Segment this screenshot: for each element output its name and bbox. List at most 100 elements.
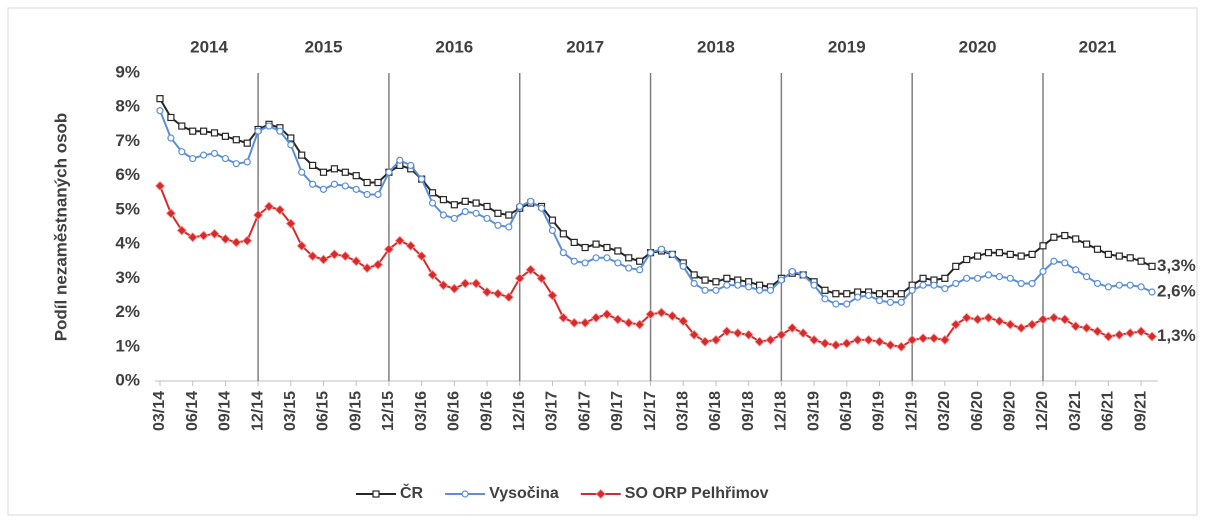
point — [603, 243, 611, 252]
point — [843, 290, 851, 298]
point — [1050, 233, 1058, 241]
point — [154, 180, 166, 191]
point — [623, 317, 634, 328]
point — [734, 281, 742, 289]
point — [383, 244, 394, 255]
point — [428, 199, 437, 207]
x-tick-label: 12/18 — [773, 391, 790, 431]
point — [973, 274, 982, 282]
point — [821, 286, 829, 294]
x-tick-label: 12/19 — [903, 391, 920, 431]
point — [536, 273, 547, 284]
point — [995, 273, 1003, 281]
point — [963, 274, 971, 282]
point — [590, 312, 602, 323]
point — [614, 247, 622, 255]
point — [699, 336, 711, 347]
point — [897, 298, 905, 306]
point — [221, 154, 230, 163]
x-tick-label: 09/17 — [609, 391, 626, 431]
point — [723, 281, 731, 289]
point — [318, 254, 329, 265]
point — [329, 249, 340, 260]
point — [1146, 331, 1158, 342]
y-tick-label: 5% — [115, 199, 140, 218]
point — [1092, 326, 1103, 337]
point — [1016, 322, 1027, 334]
point — [156, 95, 164, 103]
point — [460, 278, 471, 289]
point — [745, 283, 753, 291]
point — [352, 172, 360, 180]
point — [1061, 231, 1069, 240]
point — [1081, 322, 1092, 334]
point — [385, 168, 393, 176]
point — [309, 161, 317, 169]
point — [777, 276, 785, 284]
point — [646, 249, 655, 257]
point — [307, 251, 318, 262]
point — [221, 132, 230, 140]
y-tick-label: 1% — [115, 336, 140, 355]
point — [636, 266, 644, 274]
point — [667, 310, 678, 322]
point — [732, 328, 743, 339]
point — [374, 178, 382, 187]
x-tick-label: 03/15 — [282, 391, 299, 431]
point — [1017, 279, 1025, 288]
point — [743, 329, 754, 340]
point — [1039, 242, 1047, 250]
point — [690, 271, 698, 279]
point — [581, 243, 589, 252]
point — [231, 237, 242, 248]
point — [1050, 257, 1058, 265]
point — [885, 340, 896, 351]
point — [516, 202, 524, 211]
point — [209, 228, 220, 239]
point — [363, 190, 371, 199]
x-tick-label: 06/16 — [446, 391, 463, 431]
x-tick-label: 03/17 — [544, 391, 561, 431]
x-tick-label: 09/19 — [871, 391, 888, 431]
x-tick-label: 06/15 — [315, 391, 332, 431]
point — [788, 267, 796, 276]
x-tick-label: 12/17 — [642, 391, 659, 431]
point — [1005, 319, 1016, 330]
point — [461, 197, 469, 205]
point — [243, 158, 251, 166]
point — [450, 214, 458, 223]
end-label: 3,3% — [1157, 256, 1196, 275]
point — [287, 134, 295, 142]
point — [220, 233, 231, 245]
point — [330, 180, 339, 188]
point — [668, 250, 676, 258]
x-tick-label: 06/19 — [838, 391, 855, 431]
point — [298, 151, 306, 159]
point — [930, 281, 938, 289]
point — [351, 256, 362, 267]
x-tick-label: 09/21 — [1132, 391, 1149, 431]
x-tick-label: 12/14 — [249, 391, 266, 431]
point — [712, 286, 720, 294]
point — [439, 211, 448, 219]
end-label: 1,3% — [1157, 326, 1196, 345]
point — [569, 317, 580, 328]
point — [1137, 257, 1145, 265]
point — [984, 271, 993, 279]
end-label: 2,6% — [1157, 282, 1196, 301]
point — [656, 307, 667, 318]
point — [1072, 235, 1080, 243]
point — [450, 201, 458, 209]
point — [690, 279, 698, 288]
legend-marker — [595, 488, 606, 500]
point — [559, 230, 567, 238]
point — [253, 209, 264, 221]
y-tick-label: 9% — [115, 62, 140, 81]
point — [952, 262, 960, 270]
point — [471, 278, 482, 289]
point — [514, 273, 525, 284]
point — [200, 151, 208, 159]
point — [559, 249, 567, 257]
point — [362, 263, 373, 274]
point — [1104, 250, 1112, 258]
